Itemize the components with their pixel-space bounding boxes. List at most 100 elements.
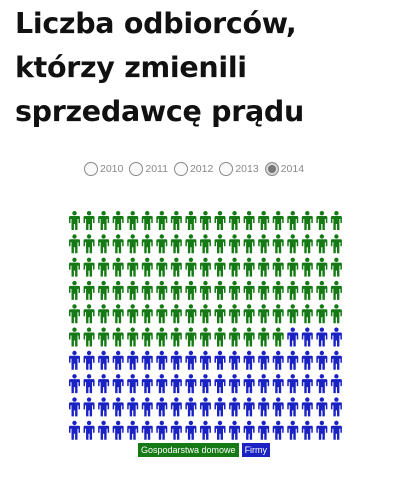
radio-2010[interactable]	[84, 162, 98, 176]
person-icon	[301, 280, 313, 300]
person-icon	[301, 374, 313, 394]
year-option-2012[interactable]: 2012	[173, 162, 214, 176]
person-icon	[127, 420, 139, 440]
year-selector: 2010 2011 2012 2013 2014	[84, 160, 310, 178]
person-icon	[287, 420, 299, 440]
year-label-2013: 2013	[235, 163, 259, 175]
person-icon	[199, 397, 211, 417]
person-icon	[243, 304, 255, 324]
person-icon	[214, 234, 226, 254]
person-icon	[83, 327, 95, 347]
person-icon	[258, 350, 270, 370]
person-icon	[243, 420, 255, 440]
person-icon	[214, 374, 226, 394]
person-icon	[98, 304, 110, 324]
person-icon	[229, 327, 241, 347]
person-icon	[141, 304, 153, 324]
person-icon	[229, 257, 241, 277]
person-icon	[156, 257, 168, 277]
person-icon	[229, 420, 241, 440]
year-option-2010[interactable]: 2010	[84, 162, 123, 176]
person-icon	[141, 234, 153, 254]
year-label-2012: 2012	[189, 163, 214, 175]
person-icon	[185, 211, 197, 230]
person-icon	[112, 280, 124, 300]
person-icon	[141, 211, 153, 230]
person-icon	[330, 397, 342, 417]
person-icon	[272, 280, 284, 300]
person-icon	[243, 211, 255, 230]
person-icon	[258, 304, 270, 324]
person-icon	[287, 280, 299, 300]
person-icon	[243, 350, 255, 370]
person-icon	[69, 420, 80, 440]
person-icon	[214, 257, 226, 277]
person-icon	[170, 327, 182, 347]
year-label-2014: 2014	[280, 163, 305, 175]
person-icon	[112, 397, 124, 417]
person-icon	[83, 280, 95, 300]
person-icon	[214, 327, 226, 347]
person-icon	[170, 234, 182, 254]
person-icon	[301, 257, 313, 277]
person-icon	[258, 211, 270, 230]
person-icon	[272, 397, 284, 417]
person-icon	[214, 397, 226, 417]
year-option-2011[interactable]: 2011	[129, 162, 168, 176]
year-option-2013[interactable]: 2013	[219, 162, 259, 176]
person-icon	[287, 304, 299, 324]
person-icon	[156, 280, 168, 300]
person-icon	[112, 350, 124, 370]
person-icon	[272, 257, 284, 277]
person-icon	[330, 374, 342, 394]
radio-2011[interactable]	[129, 162, 144, 176]
person-icon	[287, 211, 299, 230]
person-icon	[141, 374, 153, 394]
person-icon	[156, 397, 168, 417]
person-icon	[127, 257, 139, 277]
person-icon	[316, 327, 328, 347]
person-icon	[156, 211, 168, 230]
person-icon	[69, 374, 80, 394]
person-icon	[258, 257, 270, 277]
person-icon	[199, 327, 211, 347]
legend-households[interactable]: Gospodarstwa domowe	[138, 443, 239, 457]
person-icon	[112, 327, 124, 347]
person-icon	[185, 397, 197, 417]
person-icon	[83, 397, 95, 417]
legend-firms[interactable]: Firmy	[241, 443, 271, 457]
person-icon	[243, 327, 255, 347]
person-icon	[185, 304, 197, 324]
person-icon	[170, 211, 182, 230]
person-icon	[301, 211, 313, 230]
radio-2012[interactable]	[173, 162, 188, 176]
person-icon	[170, 397, 182, 417]
radio-2013[interactable]	[219, 162, 234, 176]
person-icon	[185, 420, 197, 440]
person-icon	[214, 350, 226, 370]
person-icon	[258, 420, 270, 440]
person-icon	[185, 280, 197, 300]
person-icon	[199, 257, 211, 277]
person-icon	[83, 304, 95, 324]
year-option-2014[interactable]: 2014	[264, 162, 305, 176]
person-icon	[229, 304, 241, 324]
person-icon	[127, 327, 139, 347]
person-icon	[316, 211, 328, 230]
chart-title: Liczba odbiorców, którzy zmienili sprzed…	[15, 7, 305, 128]
person-icon	[69, 280, 80, 300]
person-icon	[330, 327, 342, 347]
person-icon	[330, 234, 342, 254]
person-icon	[69, 304, 80, 324]
person-icon	[141, 327, 153, 347]
person-icon	[258, 374, 270, 394]
person-icon	[243, 257, 255, 277]
year-label-2011: 2011	[145, 163, 168, 175]
person-icon	[258, 397, 270, 417]
person-icon	[98, 211, 110, 230]
person-icon	[98, 327, 110, 347]
person-icon	[141, 397, 153, 417]
person-icon	[330, 280, 342, 300]
radio-2014[interactable]	[264, 162, 279, 176]
person-icon	[170, 350, 182, 370]
